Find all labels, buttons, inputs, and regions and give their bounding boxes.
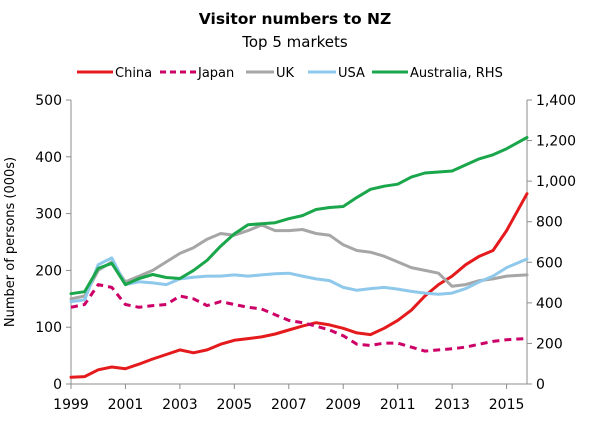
x-tick-label: 2001 [108,397,144,413]
legend-label: Japan [197,66,234,81]
legend-label: UK [276,66,295,81]
chart-title: Visitor numbers to NZ [199,10,391,28]
x-tick-label: 2009 [325,397,361,413]
y-tick-label-left: 500 [35,93,62,109]
y-tick-label-left: 200 [35,263,62,279]
y-tick-label-right: 1,000 [536,174,576,190]
y-tick-label-right: 200 [536,336,563,352]
x-tick-label: 2015 [489,397,525,413]
y-tick-label-left: 100 [35,320,62,336]
x-tick-label: 2011 [380,397,416,413]
y-tick-label-right: 400 [536,296,563,312]
legend-label: China [115,66,152,81]
y-tick-label-right: 1,400 [536,93,576,109]
y-tick-label-left: 400 [35,150,62,166]
y-tick-label-left: 300 [35,207,62,223]
y-tick-label-right: 800 [536,215,563,231]
series-line-usa [69,256,529,304]
series-line-uk [69,223,529,301]
x-tick-label: 2003 [162,397,198,413]
legend-label: Australia, RHS [410,66,503,81]
x-tick-label: 2005 [217,397,253,413]
series-line-japan [70,283,528,353]
legend-label: USA [338,66,365,81]
axes: 0 100 200 300 400 500 0 200 400 600 800 1,000 1,200 1… [35,93,576,413]
y-tick-label-left: 0 [53,377,62,393]
series-line-australia-rhs [69,136,529,296]
y-tick-label-right: 1,200 [536,134,576,150]
x-tick-label: 2007 [271,397,307,413]
y-tick-label-right: 600 [536,255,563,271]
series-lines [69,136,529,379]
y-axis-label: Number of persons (000s) [3,157,18,327]
legend: China Japan UK USA Australia, RHS [77,66,503,81]
x-tick-label: 2013 [434,397,470,413]
x-tick-label: 1999 [53,397,89,413]
y-tick-label-right: 0 [536,377,545,393]
chart-subtitle: Top 5 markets [241,33,348,51]
